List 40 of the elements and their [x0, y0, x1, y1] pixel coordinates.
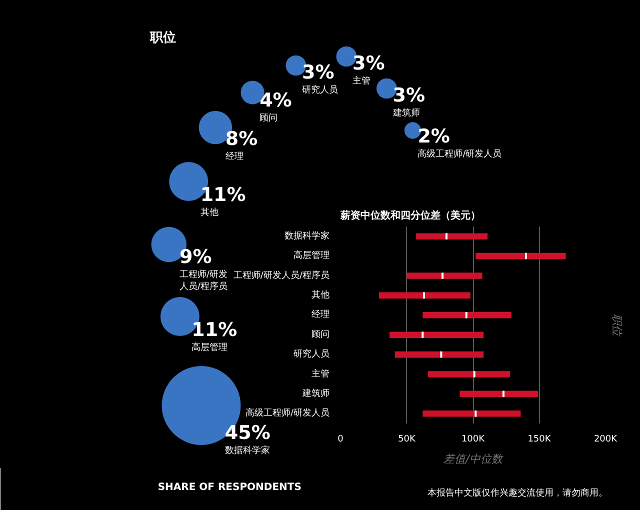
y-tick-label: 高层管理	[294, 250, 330, 262]
x-axis-title: 差值/中位数	[444, 452, 504, 466]
data-label: 9%	[179, 246, 212, 268]
data-label: 3%	[302, 62, 334, 84]
y-tick-label: 高级工程师/研发人员	[245, 408, 330, 419]
data-label: 3%	[352, 52, 385, 75]
category-label: 主管	[352, 76, 371, 87]
y-tick-label: 顾问	[312, 328, 330, 340]
y-tick-label: 工程师/研发人员/程序员	[233, 270, 330, 281]
y-tick-label: 建筑师	[302, 388, 330, 399]
x-tick-label: 0	[338, 434, 344, 444]
category-label: 高级工程师/研发人员	[418, 148, 502, 160]
y-tick-label: 数据科学家	[284, 230, 330, 242]
data-label: 8%	[225, 128, 258, 150]
data-label: 4%	[260, 90, 292, 112]
x-tick-label: 50K	[398, 434, 417, 444]
y-tick-label: 经理	[312, 309, 330, 320]
category-label: 其他	[200, 207, 218, 218]
x-tick-label: 200K	[594, 434, 618, 444]
category-label: 经理	[225, 151, 244, 162]
x-tick-label: 150K	[528, 434, 552, 444]
category-label: 建筑师	[392, 108, 420, 119]
chart-title: 薪资中位数和四分位差（美元）	[340, 210, 480, 222]
y-tick-label: 主管	[312, 368, 330, 380]
x-tick-label: 100K	[461, 434, 486, 444]
data-label: 11%	[192, 319, 238, 342]
data-label: 11%	[200, 184, 246, 206]
category-label: 工程师/研发人员/程序员	[179, 268, 228, 292]
text: SHARE OF RESPONDENTS	[158, 482, 302, 493]
category-label: 高层管理	[192, 342, 228, 354]
category-label: 顾问	[260, 112, 278, 124]
data-label: 3%	[392, 84, 426, 107]
text: 本报告中文版仅作兴趣交流使用，请勿商用。	[428, 488, 608, 498]
data-label: 45%	[224, 422, 270, 444]
y-axis-title: 职位	[610, 314, 624, 337]
category-label: 数据科学家	[224, 445, 270, 456]
data-label: 2%	[418, 125, 450, 148]
y-tick-label: 其他	[312, 289, 330, 300]
y-tick-label: 研究人员	[294, 348, 330, 360]
text: 职位	[148, 30, 176, 46]
